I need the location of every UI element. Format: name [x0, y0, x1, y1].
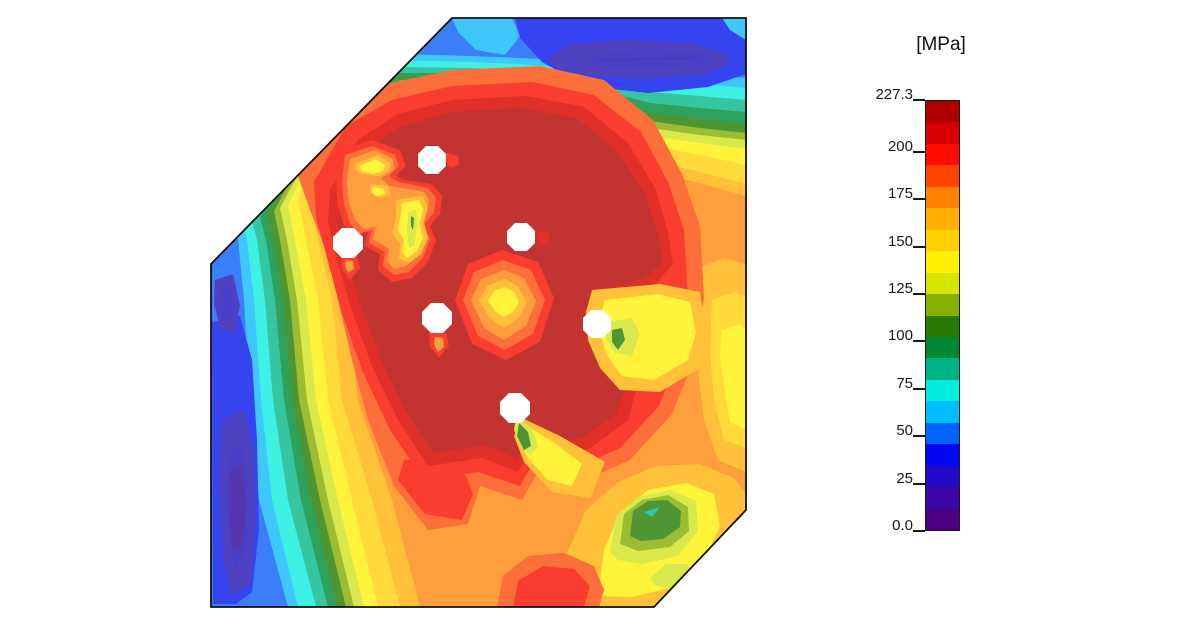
colorbar-tick: [913, 435, 925, 438]
colorbar-unit-label: [MPa]: [916, 34, 966, 55]
colorbar-band: [926, 422, 959, 445]
colorbar-band: [926, 272, 959, 295]
colorbar-bands: [925, 100, 960, 531]
bolt-hole: [333, 228, 363, 258]
colorbar-band: [926, 229, 959, 252]
colorbar-tick: [913, 245, 925, 248]
colorbar-band: [926, 465, 959, 488]
contour-bands: [211, 18, 746, 607]
colorbar-tick: [913, 482, 925, 485]
colorbar-band: [926, 186, 959, 209]
colorbar-band: [926, 379, 959, 402]
colorbar-tick-label: 25: [896, 469, 913, 487]
colorbar-tick: [913, 340, 925, 343]
colorbar-tick-label: 227.3: [875, 86, 913, 103]
bolt-hole: [422, 303, 452, 333]
colorbar-tick-label: 75: [896, 374, 913, 392]
colorbar-band: [926, 336, 959, 359]
part-outline: [210, 17, 747, 608]
colorbar-tick-label: 125: [887, 279, 913, 297]
colorbar-tick: [913, 530, 925, 532]
colorbar-tick-label: 50: [896, 422, 913, 440]
colorbar-tick: [913, 198, 925, 201]
colorbar-tick-label: 175: [887, 185, 913, 203]
colorbar-tick: [913, 99, 925, 101]
colorbar-band: [926, 143, 959, 166]
colorbar-band: [926, 444, 959, 466]
bolt-holes: [333, 146, 611, 423]
colorbar-band: [926, 101, 959, 123]
colorbar-band: [926, 487, 959, 509]
colorbar-tick-label: 150: [887, 232, 913, 250]
colorbar-band: [926, 294, 959, 316]
colorbar-band: [926, 122, 959, 144]
colorbar-band: [926, 358, 959, 380]
colorbar-band: [926, 208, 959, 230]
colorbar-band: [926, 401, 959, 423]
colorbar-tick-label: 0.0: [892, 517, 913, 534]
colorbar-tick: [913, 292, 925, 295]
bolt-hole: [507, 223, 535, 251]
bolt-hole: [583, 310, 611, 338]
colorbar-band: [926, 251, 959, 273]
colorbar-band: [926, 315, 959, 337]
colorbar-band: [926, 508, 959, 531]
colorbar-tick-label: 100: [887, 327, 913, 345]
colorbar-tick: [913, 387, 925, 390]
contour-plot: [210, 17, 747, 608]
colorbar-band: [926, 165, 959, 187]
bolt-hole: [500, 393, 530, 423]
colorbar-tick-label: 200: [887, 137, 913, 155]
colorbar: 227.3 200 175 150 125 100 75 50 25 0.0: [875, 87, 960, 533]
bolt-hole: [418, 146, 446, 174]
colorbar-tick: [913, 150, 925, 153]
